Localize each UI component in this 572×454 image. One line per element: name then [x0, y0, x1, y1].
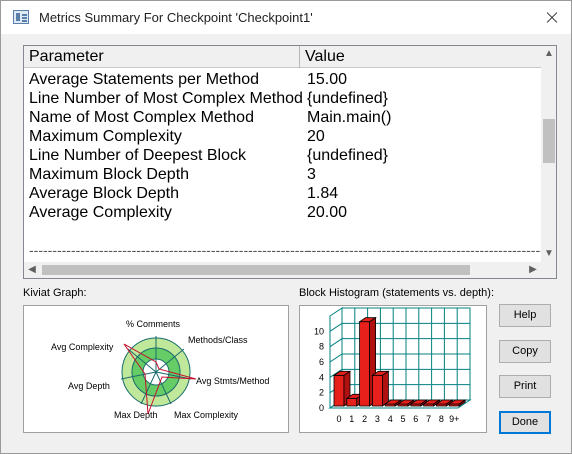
close-icon[interactable]	[531, 1, 571, 34]
histogram-bar	[333, 374, 345, 407]
print-button[interactable]: Print	[499, 375, 551, 398]
table-row[interactable]: Average Complexity 20.00	[24, 203, 541, 222]
header-parameter[interactable]: Parameter	[24, 46, 300, 68]
x-tick-label: 8	[439, 414, 444, 424]
horizontal-scrollbar[interactable]: ◀ ▶	[24, 262, 541, 278]
block-histogram: 0 2 4 6 8 10 0 1 2 3 4 5 6 7 8 9+	[299, 305, 487, 433]
y-tick-label: 2	[319, 388, 324, 398]
x-tick-label: 1	[349, 414, 354, 424]
scrollbar-corner	[541, 262, 556, 278]
table-row[interactable]: Maximum Block Depth 3	[24, 165, 541, 184]
header-value[interactable]: Value	[305, 48, 345, 65]
table-row[interactable]: Average Statements per Method 15.00	[24, 70, 541, 89]
y-tick-label: 10	[314, 326, 324, 336]
kiviat-axis-label: Max Complexity	[174, 410, 239, 420]
kiviat-axis-label: Avg Depth	[68, 381, 110, 391]
horizontal-scroll-thumb[interactable]	[42, 265, 470, 275]
value-cell: 15.00	[307, 71, 348, 88]
x-tick-label: 7	[426, 414, 431, 424]
kiviat-axis-label: Max Depth	[114, 410, 158, 420]
parameter-cell: Maximum Block Depth	[29, 166, 190, 183]
separator-parameter: ----------------------------------------…	[29, 242, 309, 258]
table-row[interactable]: Average Block Depth 1.84	[24, 184, 541, 203]
separator-value: ----------------------------------------…	[307, 242, 541, 258]
x-tick-label: 4	[388, 414, 393, 424]
metrics-rows: Average Statements per Method 15.00 Line …	[24, 70, 541, 260]
title-bar: Metrics Summary For Checkpoint 'Checkpoi…	[1, 1, 571, 34]
kiviat-axis-label: Avg Complexity	[51, 342, 114, 352]
histogram-bar-side	[382, 370, 389, 407]
table-row[interactable]: Line Number of Most Complex Method {undef…	[24, 89, 541, 108]
kiviat-graph: % Comments Methods/Class Avg Stmts/Metho…	[23, 305, 289, 433]
parameter-cell: Name of Most Complex Method	[29, 109, 254, 126]
x-tick-label: 9+	[449, 414, 459, 424]
parameter-cell: Average Complexity	[29, 204, 172, 221]
y-tick-label: 8	[319, 342, 324, 352]
parameter-cell: Line Number of Most Complex Method	[29, 90, 303, 107]
value-cell: 20.00	[307, 204, 348, 221]
value-cell: Main.main()	[307, 109, 392, 126]
kiviat-svg: % Comments Methods/Class Avg Stmts/Metho…	[51, 319, 269, 420]
value-cell: {undefined}	[307, 90, 388, 107]
scroll-down-icon[interactable]: ▼	[544, 248, 554, 259]
parameter-cell: Average Statements per Method	[29, 71, 260, 88]
done-button[interactable]: Done	[499, 411, 551, 434]
parameter-cell: Maximum Complexity	[29, 128, 182, 145]
vertical-scrollbar[interactable]: ▲ ▼	[541, 46, 556, 262]
parameter-cell: Average Block Depth	[29, 185, 180, 202]
y-tick-label: 4	[319, 372, 324, 382]
kiviat-axis-label: Methods/Class	[188, 335, 248, 345]
kiviat-label: Kiviat Graph:	[23, 287, 87, 299]
histogram-bar	[372, 374, 383, 407]
value-cell: {undefined}	[307, 147, 388, 164]
scroll-left-icon[interactable]: ◀	[28, 264, 36, 275]
value-cell: 3	[307, 166, 316, 183]
parameter-cell: Line Number of Deepest Block	[29, 147, 246, 164]
window-title: Metrics Summary For Checkpoint 'Checkpoi…	[39, 10, 313, 25]
histogram-bar	[359, 321, 370, 407]
histogram-label: Block Histogram (statements vs. depth):	[299, 287, 495, 299]
value-cell: 20	[307, 128, 325, 145]
x-tick-label: 0	[336, 414, 341, 424]
scroll-right-icon[interactable]: ▶	[529, 264, 537, 275]
x-tick-label: 6	[413, 414, 418, 424]
histogram-bar-side	[458, 399, 466, 407]
copy-button[interactable]: Copy	[499, 340, 551, 363]
column-header: Parameter Value	[24, 46, 541, 68]
x-tick-label: 3	[375, 414, 380, 424]
scroll-up-icon[interactable]: ▲	[544, 48, 554, 59]
app-icon	[13, 10, 29, 24]
separator-row[interactable]: ----------------------------------------…	[24, 241, 541, 260]
value-cell: 1.84	[307, 185, 339, 202]
vertical-scroll-thumb[interactable]	[543, 119, 555, 163]
help-button[interactable]: Help	[499, 304, 551, 327]
x-tick-label: 5	[400, 414, 405, 424]
metrics-list[interactable]: Parameter Value Average Statements per M…	[23, 45, 557, 279]
y-tick-label: 6	[319, 357, 324, 367]
table-row[interactable]: Name of Most Complex Method Main.main()	[24, 108, 541, 127]
kiviat-axes	[120, 336, 192, 405]
histogram-bar	[346, 397, 358, 407]
table-row[interactable]: Maximum Complexity 20	[24, 127, 541, 146]
kiviat-metric-polygon	[123, 343, 197, 415]
kiviat-axis-label: % Comments	[126, 319, 181, 329]
kiviat-axis-label: Avg Stmts/Method	[196, 376, 269, 386]
table-row[interactable]: Line Number of Deepest Block {undefined}	[24, 146, 541, 165]
y-tick-label: 0	[319, 403, 324, 413]
x-tick-label: 2	[362, 414, 367, 424]
blank-row	[24, 222, 541, 241]
